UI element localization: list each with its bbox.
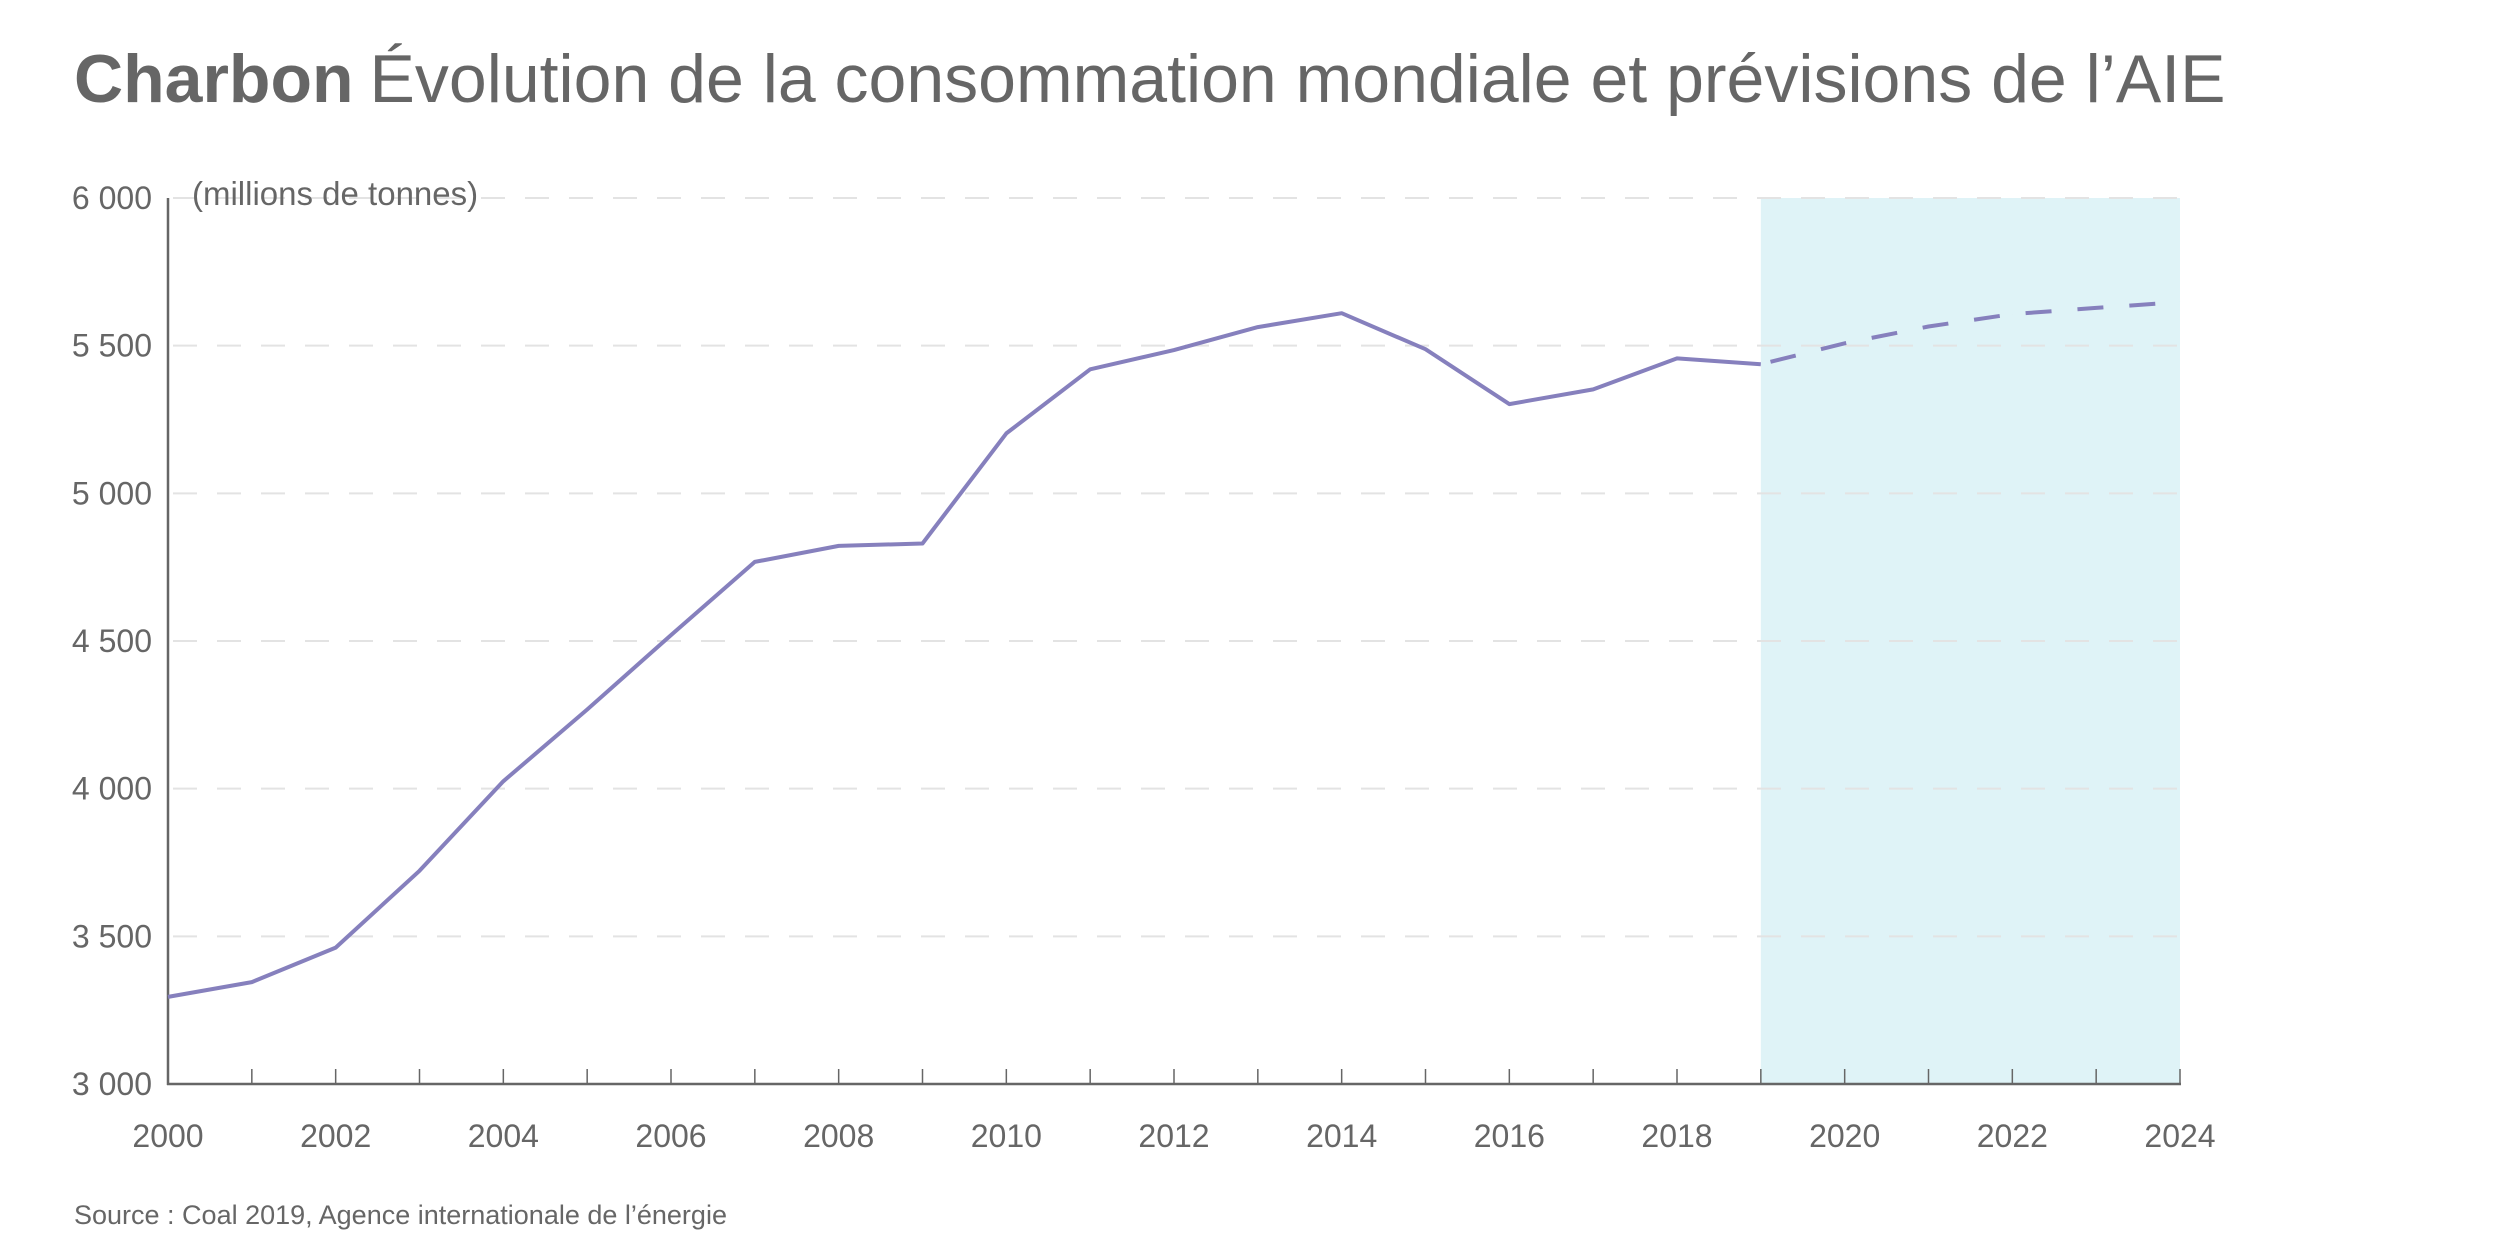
x-tick-label: 2024 bbox=[2144, 1118, 2215, 1154]
x-tick-label: 2018 bbox=[1641, 1118, 1712, 1154]
x-tick-label: 2000 bbox=[132, 1118, 203, 1154]
x-tick-label: 2002 bbox=[300, 1118, 371, 1154]
y-tick-label: 6 000 bbox=[72, 180, 152, 216]
y-tick-label: 4 000 bbox=[72, 771, 152, 807]
y-tick-label: 5 000 bbox=[72, 475, 152, 511]
y-tick-label: 5 500 bbox=[72, 328, 152, 364]
chart-title-bold: Charbon bbox=[74, 41, 354, 117]
y-tick-label: 3 500 bbox=[72, 918, 152, 954]
x-tick-label: 2006 bbox=[635, 1118, 706, 1154]
forecast-line bbox=[1760, 300, 2181, 367]
gridlines bbox=[173, 197, 2180, 938]
x-tick-label: 2004 bbox=[468, 1118, 539, 1154]
chart-title-rest: Évolution de la consommation mondiale et… bbox=[370, 41, 2226, 117]
y-axis-unit-label: (millions de tonnes) bbox=[192, 175, 478, 212]
x-tick-label: 2016 bbox=[1474, 1118, 1545, 1154]
x-tick-label: 2010 bbox=[971, 1118, 1042, 1154]
x-tick-label: 2020 bbox=[1809, 1118, 1880, 1154]
x-tick-label: 2008 bbox=[803, 1118, 874, 1154]
series bbox=[167, 300, 2181, 999]
y-tick-label: 4 500 bbox=[72, 623, 152, 659]
consumption-line bbox=[167, 311, 1761, 999]
axes bbox=[166, 198, 2181, 1086]
y-axis-labels: 3 000 3 500 4 000 4 500 5 000 5 500 6 000 bbox=[72, 180, 152, 1102]
x-tick-label: 2022 bbox=[1977, 1118, 2048, 1154]
x-tick-label: 2012 bbox=[1138, 1118, 1209, 1154]
x-tick-label: 2014 bbox=[1306, 1118, 1377, 1154]
source-note: Source : Coal 2019, Agence international… bbox=[74, 1200, 727, 1230]
x-axis-labels: 2000 2002 2004 2006 2008 2010 2012 2014 2016 2018… bbox=[132, 1118, 2215, 1154]
y-tick-label: 3 000 bbox=[72, 1066, 152, 1102]
chart-title: Charbon Évolution de la consommation mond… bbox=[74, 41, 2225, 117]
